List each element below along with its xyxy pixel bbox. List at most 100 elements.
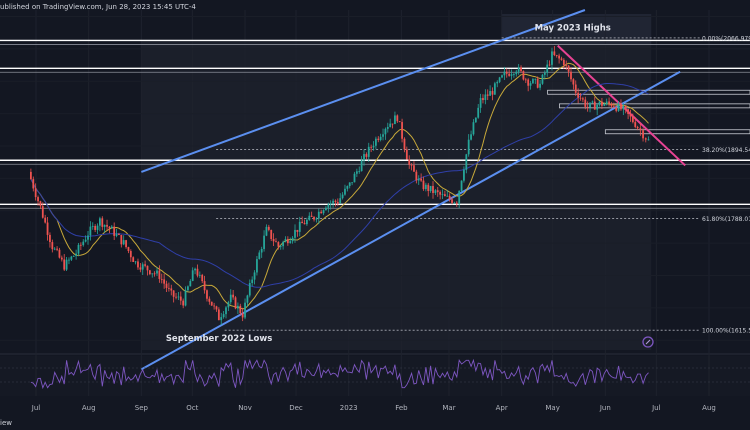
candle-body [629, 113, 632, 117]
candle-body [420, 178, 423, 181]
channel-lower-line[interactable] [140, 70, 681, 371]
candle-body [77, 244, 80, 254]
candle-body [346, 186, 349, 189]
candle-body [634, 122, 637, 127]
candle-body [386, 126, 389, 129]
price-zone-box [547, 89, 750, 95]
x-tick-label: Jul [651, 404, 661, 412]
candle-body [75, 253, 78, 256]
candle-body [101, 218, 104, 227]
candle-body [151, 273, 154, 275]
candle-body [394, 115, 396, 125]
candle-body [63, 259, 66, 270]
candle-body [448, 195, 451, 200]
candle-body [636, 126, 639, 129]
candle-body [196, 268, 199, 276]
candle-body [596, 104, 599, 110]
candle-body [87, 235, 89, 240]
candle-body [370, 146, 373, 148]
candle-body [213, 305, 216, 307]
candle-body [96, 225, 99, 230]
candle-body [256, 259, 258, 273]
candle-body [396, 115, 399, 122]
candle-body [570, 71, 572, 80]
candle-body [601, 101, 603, 106]
candle-body [315, 218, 318, 220]
candle-body [120, 234, 123, 245]
candle-body [441, 194, 444, 196]
candle-body [203, 281, 206, 291]
candle-body [465, 154, 468, 170]
candle-body [41, 206, 44, 218]
candlesticks [30, 46, 650, 326]
price-zone-box [559, 103, 750, 109]
candle-body [574, 84, 577, 93]
chart-background-layer [0, 14, 750, 396]
candle-body [122, 240, 125, 245]
candle-body [562, 59, 565, 66]
candle-body [603, 104, 606, 106]
candle-body [329, 203, 332, 205]
candle-body [410, 164, 413, 166]
candle-body [505, 71, 508, 74]
candle-body [543, 72, 546, 75]
candle-body [453, 202, 456, 204]
candle-body [187, 286, 189, 291]
logo-ring[interactable] [642, 336, 654, 348]
candle-body [72, 255, 75, 257]
candle-body [248, 282, 251, 296]
x-tick-label: Apr [496, 404, 508, 412]
candle-body [260, 248, 263, 253]
candle-body [137, 261, 139, 268]
fib-level-label: 61.80%(1788.010 [702, 216, 750, 223]
candle-body [313, 216, 315, 220]
candle-body [470, 134, 472, 140]
moving-average-slow-line [30, 83, 649, 288]
candle-body [379, 136, 382, 140]
candle-body [565, 65, 568, 66]
candle-body [30, 171, 32, 180]
candle-body [517, 67, 520, 72]
tradingview-logo-icon[interactable] [642, 336, 654, 348]
candle-body [39, 201, 42, 207]
annotation-september-2022-lows: September 2022 Lows [166, 334, 272, 344]
channel-upper-line[interactable] [141, 9, 586, 173]
candle-body [184, 290, 187, 306]
candle-body [129, 251, 132, 258]
highs-shade [501, 14, 652, 44]
candle-body [282, 241, 285, 247]
chart-labels: 0.00%(2066.979) 38.20%(1894.542 61.80%(178… [166, 24, 750, 344]
candle-body [251, 279, 254, 283]
candle-body [37, 197, 39, 202]
x-axis: Jul Aug Sep Oct Nov Dec 2023 Feb Mar Apr May Jun Jul… [31, 404, 716, 412]
candle-body [56, 248, 58, 250]
candle-body [344, 188, 346, 195]
candle-body [405, 149, 408, 160]
candle-body [241, 313, 244, 318]
candle-body [647, 139, 650, 141]
candle-body [422, 180, 425, 190]
candle-body [153, 273, 156, 275]
candle-body [60, 257, 63, 260]
candle-body [477, 107, 480, 118]
candle-body [294, 229, 296, 238]
candle-body [303, 223, 306, 225]
candle-body [522, 71, 525, 80]
candle-body [327, 204, 330, 208]
candle-body [479, 98, 482, 108]
candle-body [70, 256, 73, 260]
candle-body [79, 244, 82, 246]
candle-body [82, 241, 85, 246]
candle-body [493, 83, 496, 95]
candle-body [555, 55, 558, 56]
candle-body [172, 290, 175, 297]
candle-body [217, 309, 220, 321]
candle-body [108, 226, 111, 229]
candle-body [460, 180, 463, 191]
logo-mark[interactable] [645, 339, 651, 345]
candle-body [182, 300, 185, 306]
x-tick-label: Nov [238, 404, 252, 412]
candle-body [310, 215, 313, 217]
x-tick-label: Mar [442, 404, 455, 412]
